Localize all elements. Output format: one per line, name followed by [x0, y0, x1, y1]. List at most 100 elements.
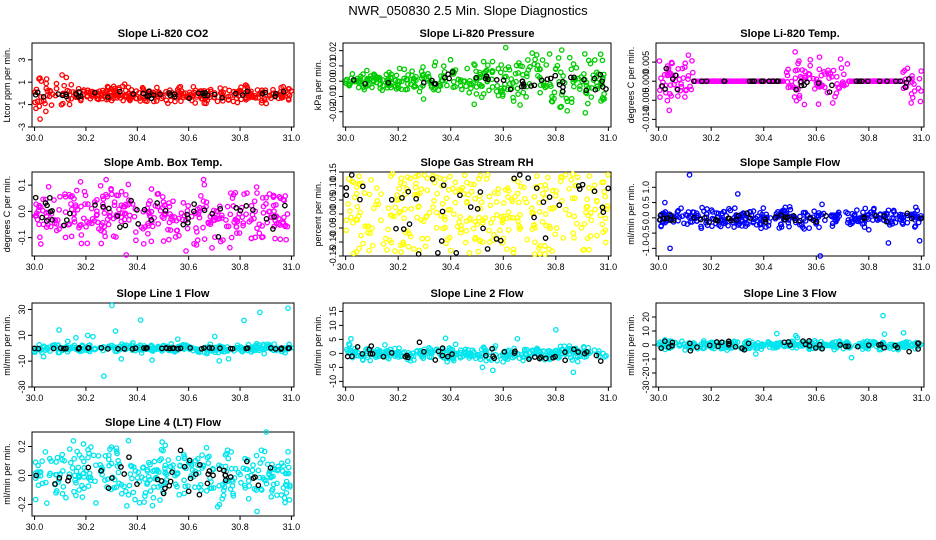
data-point [904, 219, 911, 226]
data-point [154, 203, 161, 210]
x-tick-label: 31.0 [600, 393, 618, 403]
panel-title: Slope Li-820 Temp. [740, 28, 839, 40]
data-point [445, 207, 452, 213]
data-point [259, 223, 266, 229]
data-point [553, 326, 559, 333]
data-point [417, 84, 424, 91]
data-point [814, 83, 821, 89]
data-point [585, 212, 592, 219]
panel-title: Slope Line 1 Flow [117, 288, 210, 300]
data-point [47, 470, 54, 477]
reference-point [520, 81, 527, 87]
reference-point [904, 210, 911, 217]
data-point [158, 446, 165, 453]
data-point [758, 225, 764, 232]
data-point [149, 223, 156, 230]
panel-title: Slope Li-820 CO2 [118, 28, 208, 40]
data-point [225, 355, 232, 362]
reference-point [67, 210, 73, 217]
data-point [878, 78, 885, 85]
data-point [355, 212, 362, 219]
data-point [454, 223, 461, 230]
data-point [122, 191, 129, 198]
reference-point [531, 354, 538, 360]
data-point [37, 234, 43, 241]
reference-point [229, 345, 236, 352]
data-point [486, 227, 492, 234]
data-point [566, 54, 573, 61]
x-tick-label: 30.4 [129, 522, 147, 532]
y-tick-label: 0.1 [17, 179, 27, 192]
reference-point [892, 342, 899, 349]
data-point [478, 199, 485, 206]
reference-point [793, 86, 799, 93]
reference-point [186, 457, 193, 464]
plot-frame [655, 42, 925, 128]
reference-point [663, 215, 670, 222]
reference-point [405, 188, 412, 195]
reference-point [713, 217, 719, 223]
data-point [592, 206, 599, 213]
data-point [122, 92, 129, 99]
data-point [119, 210, 126, 216]
data-point [547, 81, 553, 88]
reference-point [482, 352, 489, 359]
data-point [833, 73, 840, 80]
data-point [230, 490, 236, 497]
data-point [82, 201, 88, 207]
x-tick-label: 31.0 [913, 133, 931, 143]
reference-point [662, 86, 668, 92]
reference-point [567, 74, 574, 81]
data-point [56, 206, 62, 213]
data-point [348, 335, 354, 342]
data-point [396, 185, 403, 192]
y-tick-label: 0.005 [641, 51, 651, 74]
data-point [678, 205, 684, 212]
data-point [581, 246, 588, 253]
data-point [366, 247, 372, 254]
data-point [269, 465, 276, 472]
data-point [126, 217, 132, 223]
data-point [382, 342, 388, 348]
reference-point [915, 340, 922, 346]
data-point [53, 80, 60, 87]
data-point [489, 367, 496, 374]
data-point [516, 226, 523, 232]
reference-point [790, 213, 797, 219]
reference-point [121, 345, 128, 352]
reference-point [876, 78, 883, 85]
reference-point [884, 78, 890, 85]
data-point [113, 234, 119, 240]
reference-point [196, 491, 203, 498]
data-point [918, 212, 924, 219]
reference-point [762, 219, 769, 225]
reference-point [205, 471, 212, 477]
data-point [205, 460, 212, 466]
y-tick-label: 0.5 [641, 196, 651, 209]
data-point [197, 481, 204, 488]
data-point [508, 196, 515, 203]
data-point [407, 175, 414, 182]
data-point [361, 190, 368, 196]
reference-point [668, 212, 674, 219]
data-point [571, 213, 578, 220]
data-point [190, 92, 196, 99]
reference-point [592, 86, 599, 93]
data-point [543, 186, 549, 192]
data-point [95, 452, 102, 459]
data-point [679, 65, 686, 72]
data-point [168, 216, 174, 222]
data-point [154, 84, 160, 91]
reference-point [46, 194, 53, 201]
y-tick-label: 10 [641, 326, 651, 336]
reference-point [154, 200, 161, 206]
reference-point [741, 346, 748, 353]
data-point [127, 471, 134, 477]
x-tick-label: 30.0 [337, 133, 355, 143]
data-point [463, 83, 469, 90]
data-point [107, 446, 113, 453]
data-point [551, 89, 558, 96]
data-point [792, 48, 798, 55]
data-point [211, 333, 218, 340]
x-tick-label: 31.0 [600, 133, 618, 143]
